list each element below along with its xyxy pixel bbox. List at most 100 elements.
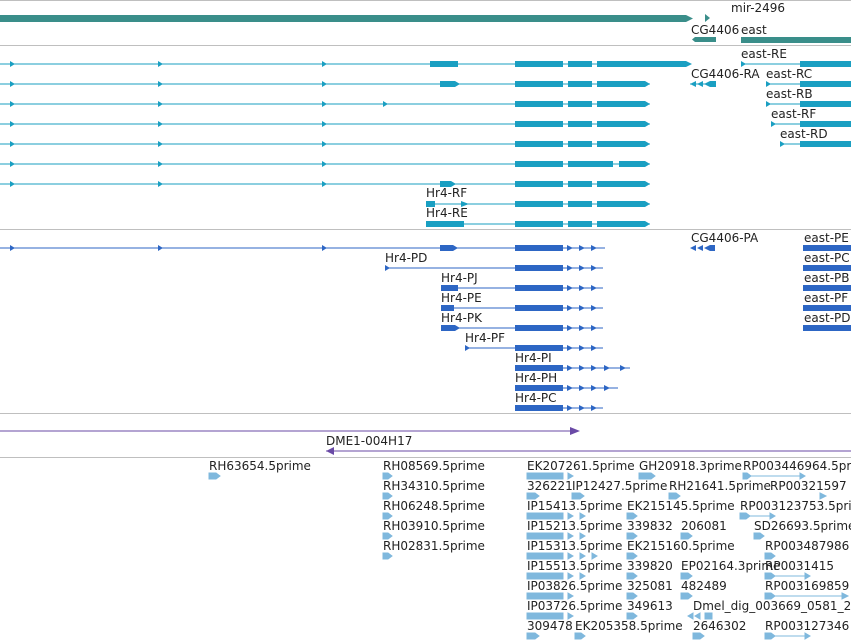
- est-feature[interactable]: [764, 552, 776, 560]
- transcript-hr4-pd[interactable]: Hr4-PD: [385, 251, 603, 271]
- hr4-pi-label: Hr4-PI: [515, 351, 552, 365]
- mir2496-label: mir-2496: [731, 1, 785, 15]
- est-feature[interactable]: [692, 632, 705, 640]
- est-feature[interactable]: [638, 472, 656, 480]
- est-feature[interactable]: [526, 492, 540, 500]
- transcript-track-a: Hr4-RF Hr4-RE CG4406-RA east-RE: [0, 45, 851, 227]
- transcript-row-5[interactable]: [0, 141, 650, 147]
- est-feature[interactable]: [526, 472, 574, 480]
- transcript-east-rd[interactable]: east-RD: [780, 127, 851, 147]
- est-label: 325081: [627, 579, 673, 593]
- est-feature[interactable]: [626, 552, 638, 560]
- gene-bar-cg4406[interactable]: [692, 37, 716, 42]
- transcript-row-7[interactable]: [0, 181, 650, 187]
- est-feature[interactable]: [382, 492, 393, 500]
- transcript-hr4-pi[interactable]: Hr4-PI: [515, 351, 630, 371]
- est-label: EK207261.5prime: [527, 459, 635, 473]
- east-pf-label: east-PF: [804, 291, 848, 305]
- est-feature[interactable]: [526, 532, 586, 540]
- hr4-re-label: Hr4-RE: [426, 206, 468, 220]
- east-pe-label: east-PE: [804, 231, 849, 245]
- est-label: RH63654.5prime: [209, 459, 311, 473]
- east-rd-label: east-RD: [780, 127, 828, 141]
- gene-bar-east[interactable]: [741, 37, 851, 43]
- est-feature[interactable]: [680, 532, 693, 540]
- est-feature[interactable]: [526, 552, 598, 560]
- est-feature[interactable]: [626, 592, 638, 600]
- est-feature[interactable]: [626, 532, 638, 540]
- transcript-hr4-pc[interactable]: Hr4-PC: [515, 391, 603, 411]
- transcript-east-pc[interactable]: east-PC: [803, 251, 851, 271]
- gene-bar-hr4[interactable]: [0, 15, 693, 22]
- est-label: RP003123753.5prime: [740, 499, 851, 513]
- transcript-row-3[interactable]: [0, 101, 650, 107]
- transcript-east-pb[interactable]: east-PB: [803, 271, 851, 291]
- transcript-east-pd[interactable]: east-PD: [803, 311, 851, 331]
- transcript-hr4-rf[interactable]: Hr4-RF: [426, 186, 650, 207]
- transcript-row-6[interactable]: [0, 161, 650, 167]
- est-feature[interactable]: [626, 612, 638, 620]
- transcript-hr4-pe[interactable]: Hr4-PE: [441, 291, 603, 311]
- transcript-long-b[interactable]: [0, 245, 605, 251]
- transcript-cg4406-ra[interactable]: CG4406-RA: [690, 67, 760, 87]
- est-feature[interactable]: [680, 592, 693, 600]
- east-rc-label: east-RC: [766, 67, 812, 81]
- est-label: RP003446964.5prime: [743, 459, 851, 473]
- est-feature[interactable]: [526, 512, 586, 520]
- est-feature[interactable]: [626, 572, 638, 580]
- est-feature[interactable]: [680, 572, 693, 580]
- est-label: 326221: [527, 479, 573, 493]
- transcript-cg4406-pa[interactable]: CG4406-PA: [690, 231, 759, 251]
- transcript-hr4-ph[interactable]: Hr4-PH: [515, 371, 618, 391]
- est-feature[interactable]: [574, 632, 586, 640]
- hr4-ph-label: Hr4-PH: [515, 371, 557, 385]
- est-label: IP15313.5prime: [527, 539, 622, 553]
- cg4406-gene-label: CG4406: [691, 23, 739, 37]
- transcript-row-1[interactable]: [0, 61, 692, 67]
- est-feature[interactable]: [382, 472, 393, 480]
- transcript-east-pe[interactable]: east-PE: [803, 231, 851, 251]
- est-feature[interactable]: [571, 492, 585, 500]
- mir2496-feature[interactable]: [705, 14, 710, 22]
- est-feature[interactable]: [687, 612, 713, 620]
- transcript-east-rc[interactable]: east-RC: [766, 67, 851, 87]
- est-label: RH03910.5prime: [383, 519, 485, 533]
- transcript-hr4-pj[interactable]: Hr4-PJ: [441, 271, 603, 291]
- contig-feature-dme1[interactable]: [326, 447, 851, 455]
- transcript-east-rb[interactable]: east-RB: [766, 87, 851, 107]
- est-label: IP03826.5prime: [527, 579, 622, 593]
- est-feature[interactable]: [668, 492, 681, 500]
- est-feature[interactable]: [208, 472, 221, 480]
- est-feature[interactable]: [819, 492, 828, 500]
- est-feature[interactable]: [526, 572, 586, 580]
- transcript-row-4[interactable]: [0, 121, 650, 127]
- contig-feature-1[interactable]: [0, 427, 580, 435]
- est-label: EK205358.5prime: [575, 619, 683, 633]
- est-feature[interactable]: [382, 512, 393, 520]
- transcript-east-pf[interactable]: east-PF: [803, 291, 851, 311]
- transcript-hr4-re[interactable]: Hr4-RE: [426, 206, 650, 227]
- hr4-pf-label: Hr4-PF: [465, 331, 505, 345]
- est-label: EK215145.5prime: [627, 499, 735, 513]
- est-feature[interactable]: [382, 532, 393, 540]
- est-feature[interactable]: [382, 552, 393, 560]
- transcript-hr4-pk[interactable]: Hr4-PK: [441, 311, 603, 331]
- transcript-hr4-pf[interactable]: Hr4-PF: [465, 331, 603, 351]
- est-feature[interactable]: [753, 532, 765, 540]
- est-label: IP12427.5prime: [572, 479, 667, 493]
- est-label: EP02164.3prime: [681, 559, 780, 573]
- est-label: RP0031415: [765, 559, 834, 573]
- est-label: Dmel_dig_003669_0581_2: [693, 599, 851, 613]
- est-label: RP003169859: [765, 579, 849, 593]
- est-feature[interactable]: [626, 512, 638, 520]
- est-feature[interactable]: [526, 592, 574, 600]
- transcript-row-2[interactable]: [0, 81, 650, 87]
- est-label: IP15213.5prime: [527, 519, 622, 533]
- est-feature[interactable]: [526, 632, 540, 640]
- transcript-east-rf[interactable]: east-RF: [771, 107, 851, 127]
- est-label: 349613: [627, 599, 673, 613]
- est-label: GH20918.3prime: [639, 459, 742, 473]
- transcript-east-re[interactable]: east-RE: [741, 47, 851, 67]
- est-feature[interactable]: [526, 612, 574, 620]
